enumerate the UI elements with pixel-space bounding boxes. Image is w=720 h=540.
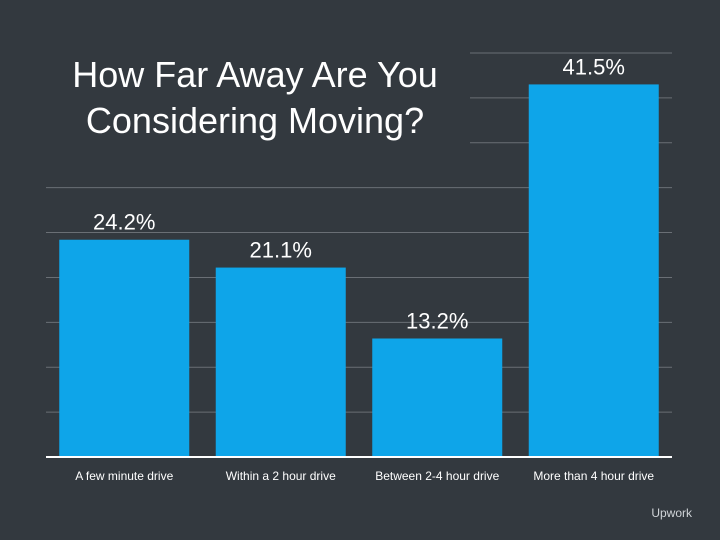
category-label: Between 2-4 hour drive [375, 469, 499, 483]
category-label: A few minute drive [75, 469, 173, 483]
bar [528, 84, 659, 457]
bar [215, 267, 346, 457]
bar-value-label: 21.1% [250, 238, 312, 263]
chart-title: How Far Away Are You Considering Moving? [72, 54, 438, 141]
source-label: Upwork [651, 506, 692, 520]
bar [59, 239, 190, 457]
bar-value-label: 24.2% [93, 210, 155, 235]
title-backdrop [40, 48, 470, 158]
bar-value-label: 41.5% [563, 54, 625, 79]
category-label: More than 4 hour drive [533, 469, 654, 483]
bar-value-label: 13.2% [406, 308, 468, 333]
category-label: Within a 2 hour drive [226, 469, 336, 483]
bar [372, 338, 503, 457]
